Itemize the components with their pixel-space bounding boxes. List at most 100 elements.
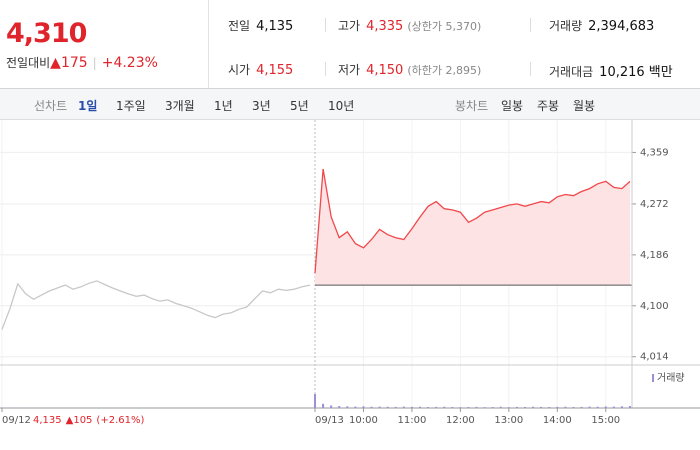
range-tab[interactable]: 5년 [290, 99, 309, 113]
volume-bar [354, 406, 357, 408]
volume-bar [402, 406, 405, 408]
prev-close: 4,135 [33, 415, 62, 426]
volume-bar [338, 406, 341, 408]
prev-change: ▲105 [66, 415, 93, 426]
separator [325, 62, 326, 76]
x-tick-label: 15:00 [591, 415, 620, 426]
volume-bar [499, 406, 502, 408]
volume-bar [362, 406, 365, 408]
stat-value: 10,216 백만 [599, 65, 673, 80]
volume-bar [370, 406, 373, 408]
volume-bar [322, 403, 325, 408]
stat-value: 4,150 [366, 63, 404, 78]
volume-bar [507, 407, 510, 408]
y-tick-label: 4,100 [640, 301, 669, 312]
volume-bar [564, 406, 567, 408]
stat-cell: 고가 4,335 (상한가 5,370) [338, 17, 481, 34]
stat-value: 4,135 [256, 19, 294, 34]
divider: | [92, 56, 97, 70]
volume-bar [532, 406, 535, 408]
volume-bar [588, 406, 591, 408]
volume-bar [459, 407, 462, 408]
separator [530, 18, 531, 32]
volume-bar [596, 406, 599, 408]
stat-cell: 저가 4,150 (하한가 2,895) [338, 61, 481, 78]
candle-tab[interactable]: 일봉 [501, 99, 524, 113]
volume-bar [346, 406, 349, 408]
price-box: 4,310 전일대비▲175 | +4.23% [0, 0, 209, 88]
stat-label: 시가 [228, 63, 251, 77]
volume-bar [572, 407, 575, 408]
stat-label: 저가 [338, 63, 361, 77]
prev-change-pct: (+2.61%) [96, 415, 144, 426]
volume-bar [612, 406, 615, 408]
tab-group-label: 봉차트 [455, 99, 489, 113]
stat-label: 전일 [228, 19, 251, 33]
chart: 4,014 4,100 4,186 4,272 4,359 09/12 09/13 10:00… [0, 120, 700, 450]
volume-bar [435, 406, 438, 408]
range-tab[interactable]: 10년 [328, 99, 355, 113]
range-tab[interactable]: 1년 [214, 99, 233, 113]
volume-bar [491, 407, 494, 408]
volume-bar [467, 407, 470, 408]
stat-extra: (상한가 5,370) [407, 20, 482, 33]
volume-bar [386, 406, 389, 408]
stat-label: 거래대금 [549, 65, 594, 79]
volume-bar [548, 407, 551, 408]
volume-bar [556, 406, 559, 408]
y-tick-label: 4,186 [640, 250, 669, 261]
quote-header: 4,310 전일대비▲175 | +4.23% 전일 4,135 고가 4,335 (상한가… [0, 0, 700, 89]
change-value: ▲175 [50, 55, 88, 71]
volume-label: 거래량 [657, 372, 685, 384]
x-tick-label: 12:00 [446, 415, 475, 426]
stat-label: 고가 [338, 19, 361, 33]
stat-value: 2,394,683 [588, 19, 655, 34]
volume-bar [483, 407, 486, 408]
range-tab[interactable]: 1일 [78, 99, 98, 113]
x-tick-label: 10:00 [349, 415, 378, 426]
volume-bar [604, 406, 607, 408]
tab-group-label: 선차트 [34, 99, 68, 113]
stat-value: 4,335 [366, 19, 404, 34]
volume-bar [427, 407, 430, 408]
x-tick-label: 13:00 [494, 415, 523, 426]
separator [325, 18, 326, 32]
volume-bar [524, 407, 526, 408]
volume-bar [378, 406, 381, 408]
stat-label: 거래량 [549, 19, 583, 33]
range-tab[interactable]: 3년 [252, 99, 271, 113]
prev-close-annotation: 4,135 ▲105 (+2.61%) [33, 415, 144, 426]
x-tick-label: 09/12 [2, 415, 31, 426]
volume-bar [540, 406, 543, 408]
stat-cell: 거래대금 10,216 백만 [549, 61, 673, 80]
tab-bar: 선차트 1일 1주일 3개월 1년 3년 5년 10년 봉차트 일봉 주봉 월봉 [0, 89, 700, 120]
volume-bar [419, 406, 421, 408]
x-tick-label: 14:00 [543, 415, 572, 426]
volume-bar [515, 406, 518, 408]
volume-bar [451, 407, 454, 408]
change-label: 전일대비 [6, 56, 51, 70]
volume-bar [580, 406, 583, 408]
price-line [314, 168, 631, 274]
y-tick-label: 4,014 [640, 352, 669, 363]
range-tab[interactable]: 1주일 [116, 99, 146, 113]
volume-legend-swatch [652, 374, 654, 382]
stat-cell: 거래량 2,394,683 [549, 17, 654, 34]
volume-bar [620, 406, 623, 408]
volume-bar [629, 406, 631, 408]
candle-tab[interactable]: 월봉 [573, 99, 596, 113]
volume-bar [394, 406, 397, 408]
change-line: 전일대비▲175 | +4.23% [6, 54, 158, 71]
area [315, 169, 630, 286]
volume-bar [475, 406, 478, 408]
range-tab[interactable]: 3개월 [165, 99, 195, 113]
price-line [1, 280, 311, 330]
change-pct: +4.23% [101, 55, 158, 71]
candle-tab[interactable]: 주봉 [537, 99, 560, 113]
volume-bar [330, 405, 333, 408]
y-tick-label: 4,272 [640, 199, 669, 210]
volume-bar [410, 406, 413, 408]
x-tick-label: 11:00 [398, 415, 427, 426]
stat-value: 4,155 [256, 63, 294, 78]
